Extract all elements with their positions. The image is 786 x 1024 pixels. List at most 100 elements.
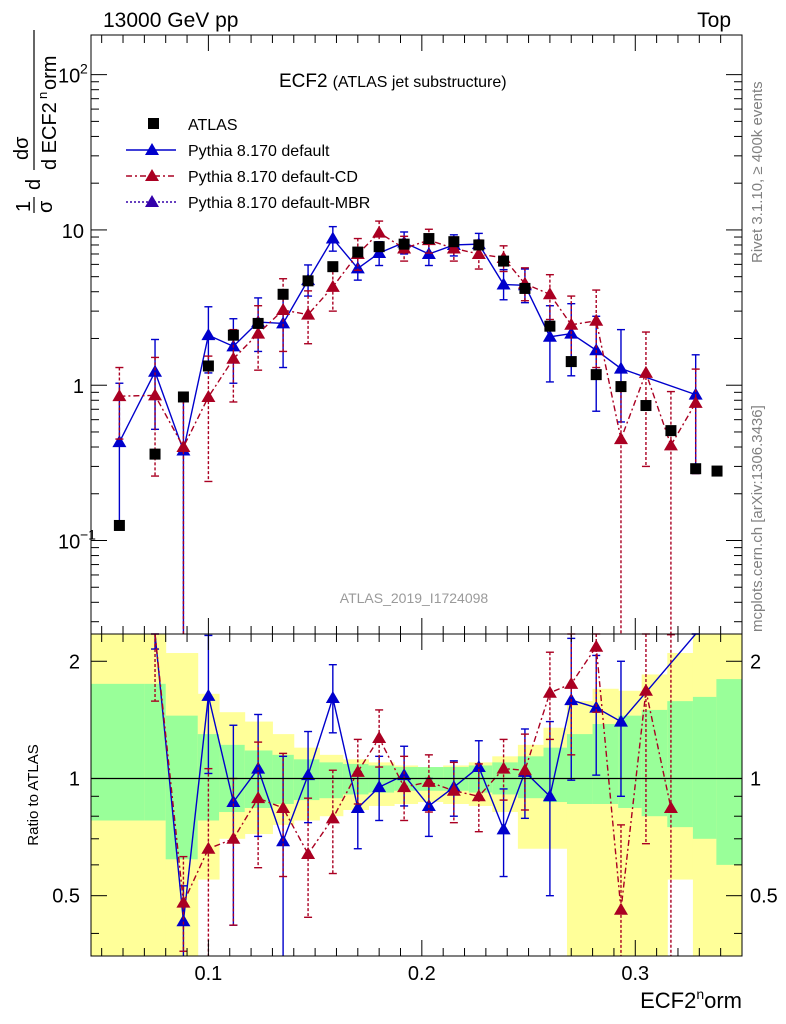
ratio-pythia-default-cd-point	[638, 683, 653, 696]
mcplots-label: mcplots.cern.ch [arXiv:1306.3436]	[749, 405, 766, 632]
ratio-pythia-default-cd-point	[201, 841, 216, 854]
atlas-data-point	[498, 255, 510, 267]
ratio-y-tick-label: 0.5	[52, 886, 80, 908]
ratio-pythia-default-point	[496, 822, 511, 835]
atlas-data-point	[665, 425, 677, 437]
atlas-data-point	[149, 448, 161, 460]
ratio-pythia-default-cd-point	[301, 846, 316, 859]
pythia-default-point	[112, 435, 127, 448]
pythia-default-cd-point	[688, 395, 703, 408]
green-band-bin	[641, 709, 668, 817]
ratio-pythia-default-point	[176, 914, 191, 927]
atlas-data-point	[302, 275, 314, 287]
legend-label: Pythia 8.170 default-CD	[188, 169, 358, 186]
atlas-data-point	[544, 320, 556, 332]
ratio-pythia-default-cd-point	[542, 685, 557, 698]
y-label-prefactor: 1	[13, 201, 35, 212]
ratio-pythia-default-cd-point	[589, 639, 604, 652]
atlas-data-point	[448, 236, 460, 248]
ratio-pythia-default-cd-point	[176, 895, 191, 908]
green-band-bin	[692, 696, 717, 839]
pythia-default-point	[613, 361, 628, 374]
green-band-bin	[716, 679, 743, 865]
legend-label: Pythia 8.170 default-MBR	[188, 195, 370, 212]
pythia-default-cd-point	[613, 432, 628, 445]
pythia-default-cd-point	[201, 389, 216, 402]
ratio-pythia-default-cd-point	[613, 902, 628, 915]
pythia-default-cd-point	[663, 438, 678, 451]
pythia-default-cd-point	[325, 279, 340, 292]
ratio-pythia-default-point	[613, 714, 628, 727]
atlas-data-point	[711, 465, 723, 477]
main-y-tick-label: 10	[58, 532, 80, 554]
svg-text:σ: σ	[35, 200, 57, 213]
pythia-default-cd-point	[542, 287, 557, 300]
pythia-default-cd-point	[471, 246, 486, 259]
main-y-tick-exponent: 2	[80, 61, 88, 77]
ratio-pythia-default-cd-point	[496, 761, 511, 774]
ratio-plot-frame	[90, 633, 743, 957]
ratio-pythia-default-cd-point	[564, 676, 579, 689]
ratio-y-tick-label-right: 1	[750, 768, 761, 790]
main-y-tick-label: 10	[62, 221, 84, 243]
ratio-y-axis-label: Ratio to ATLAS	[25, 744, 42, 845]
main-y-tick-label: 1	[73, 376, 84, 398]
ratio-pythia-default-cd-point	[372, 731, 387, 744]
pythia-default-cd-point	[446, 241, 461, 254]
atlas-data-point	[277, 288, 289, 300]
pythia-default-point	[589, 343, 604, 356]
main-y-axis-label: 1 σ d dσ d ECF2 n orm	[11, 30, 61, 213]
legend-label: ATLAS	[188, 117, 238, 134]
ratio-y-tick-label: 2	[69, 651, 80, 673]
x-tick-label: 0.2	[408, 963, 436, 985]
pythia-default-point	[201, 328, 216, 341]
main-series-group	[112, 220, 723, 634]
atlas-data-point	[423, 233, 435, 245]
ratio-uncertainty-bands	[91, 634, 743, 956]
ratio-pythia-default-point	[301, 768, 316, 781]
svg-text:dσ: dσ	[11, 136, 33, 160]
ratio-pythia-default-point	[201, 688, 216, 701]
main-y-tick-label: 10	[58, 66, 80, 88]
atlas-data-point	[690, 463, 702, 475]
svg-text:d: d	[23, 179, 45, 190]
ratio-y-tick-label-right: 0.5	[750, 886, 778, 908]
ratio-pythia-default-cd-point	[325, 811, 340, 824]
svg-text:n: n	[35, 92, 50, 99]
pythia-default-cd-point	[589, 313, 604, 326]
header-energy-label: 13000 GeV pp	[103, 9, 238, 32]
pythia-default-point	[325, 231, 340, 244]
pythia-default-cd-point	[564, 317, 579, 330]
atlas-data-point	[327, 261, 339, 273]
legend-marker	[145, 169, 159, 181]
atlas-data-point	[398, 238, 410, 250]
atlas-data-point	[177, 391, 189, 403]
atlas-data-point	[352, 246, 364, 258]
ratio-pythia-default-cd-line	[154, 633, 672, 910]
pythia-default-point	[688, 387, 703, 400]
atlas-data-point	[565, 356, 577, 368]
ratio-pythia-default-cd-point	[350, 764, 365, 777]
pythia-default-cd-line	[119, 231, 697, 449]
ratio-pythia-default-cd-point	[446, 783, 461, 796]
x-tick-label: 0.1	[194, 963, 222, 985]
analysis-watermark: ATLAS_2019_I1724098	[340, 590, 489, 606]
header-process-label: Top	[697, 9, 731, 32]
green-band-bin	[197, 734, 220, 821]
atlas-data-point	[640, 400, 652, 412]
plot-title-main: ECF2	[279, 71, 328, 92]
pythia-default-cd-point	[372, 225, 387, 238]
ratio-pythia-default-cd-point	[471, 789, 486, 802]
atlas-data-point	[473, 239, 485, 251]
rivet-version-label: Rivet 3.1.10, ≥ 400k events	[749, 81, 766, 263]
ratio-pythia-default-cd-point	[276, 800, 291, 813]
pythia-default-cd-point	[226, 351, 241, 364]
atlas-data-point	[615, 381, 627, 393]
pythia-default-point	[276, 316, 291, 329]
pythia-default-cd-point	[148, 388, 163, 401]
legend: ATLAS Pythia 8.170 default Pythia 8.170 de…	[126, 117, 370, 212]
plot-title-subtitle: (ATLAS jet substructure)	[333, 74, 507, 91]
